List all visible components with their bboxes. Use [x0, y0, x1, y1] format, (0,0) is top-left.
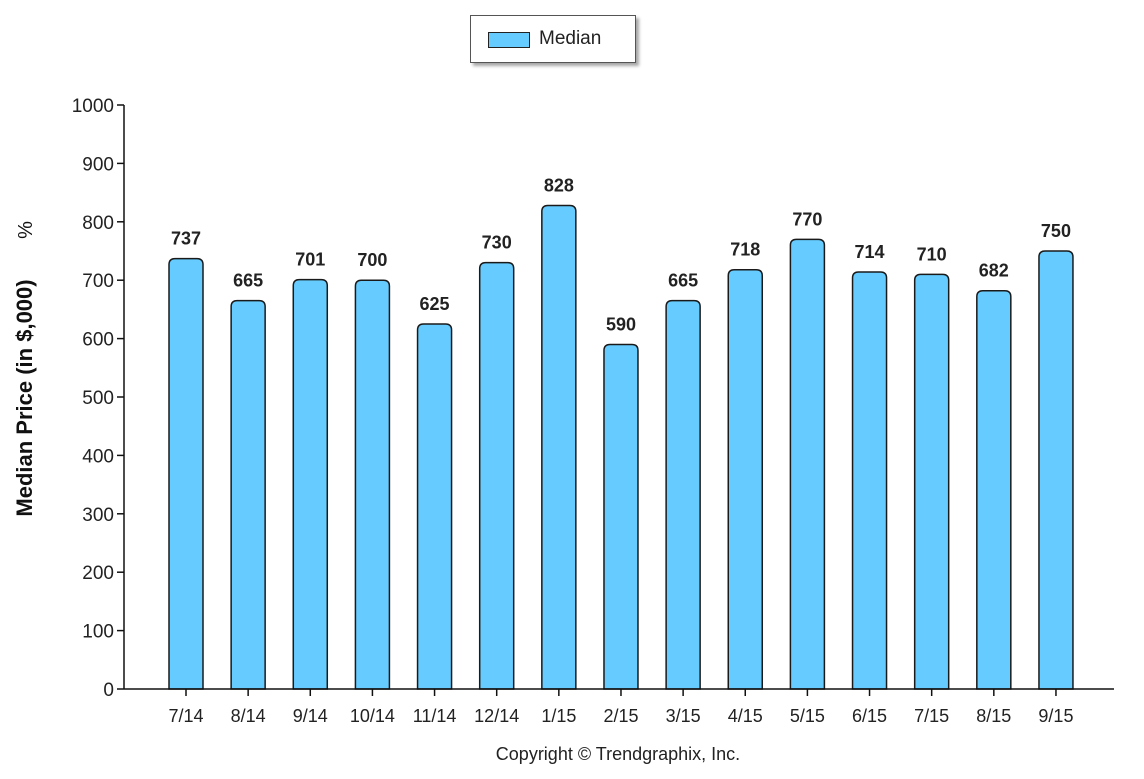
bar-value-label: 828: [544, 175, 574, 195]
bar: [913, 273, 950, 690]
bar: [603, 343, 639, 690]
bars: 737 665 701 700 625 730 828 590 665 718 770 714 710 6…: [168, 175, 1074, 690]
bar-value-label: 625: [420, 294, 450, 314]
x-tick-label: 7/14: [168, 706, 203, 726]
y-tick-label: 700: [82, 271, 114, 292]
x-tick-label: 8/15: [976, 706, 1011, 726]
bar-value-label: 701: [295, 250, 325, 270]
y-axis-title-group: Median Price (in $,000) %: [12, 221, 37, 517]
legend-swatch: [488, 32, 530, 48]
y-tick-label: 300: [82, 505, 114, 526]
bar: [976, 289, 1012, 690]
y-axis-title: Median Price (in $,000): [12, 279, 37, 516]
x-tick-label: 7/15: [914, 706, 949, 726]
bar-value-label: 665: [668, 271, 698, 291]
bar-value-label: 665: [233, 271, 263, 291]
bar-value-label: 730: [482, 233, 512, 253]
y-tick-label: 400: [82, 446, 114, 467]
y-tick-label: 0: [103, 680, 114, 701]
bar: [416, 323, 453, 690]
x-tick-label: 1/15: [541, 706, 576, 726]
x-tick-label: 9/15: [1038, 706, 1073, 726]
y-tick-label: 900: [82, 154, 114, 175]
y-tick-label: 1000: [72, 96, 114, 117]
x-axis-ticks: 7/14 8/14 9/14 10/14 11/14 12/14 1/15 2/15 3/15 4…: [168, 689, 1073, 726]
bar: [789, 238, 826, 690]
bar-value-label: 714: [855, 242, 885, 262]
bar: [851, 271, 888, 690]
y-tick-label: 100: [82, 622, 114, 643]
x-tick-label: 6/15: [852, 706, 887, 726]
bar: [1038, 250, 1074, 690]
x-tick-label: 9/14: [293, 706, 328, 726]
x-tick-label: 5/15: [790, 706, 825, 726]
bar: [478, 261, 515, 690]
bar: [292, 278, 329, 690]
y-tick-label: 500: [82, 388, 114, 409]
bar-value-label: 750: [1041, 221, 1071, 241]
bar: [727, 268, 764, 690]
bar-value-label: 718: [730, 240, 760, 260]
bar-value-label: 710: [917, 244, 947, 264]
bar-value-label: 682: [979, 261, 1009, 281]
bar: [541, 204, 577, 690]
bar: [230, 299, 266, 690]
y-axis-title-suffix: %: [15, 221, 37, 239]
y-tick-label: 600: [82, 330, 114, 351]
y-axis-ticks: 0 100 200 300 400 500 600 700 800 900 1000: [72, 96, 124, 701]
x-tick-label: 4/15: [728, 706, 763, 726]
x-tick-label: 10/14: [350, 706, 395, 726]
bar: [354, 279, 391, 690]
bar-value-label: 737: [171, 229, 201, 249]
bar-value-label: 590: [606, 314, 636, 334]
bar: [665, 299, 701, 690]
legend-label: Median: [539, 28, 602, 49]
x-tick-label: 3/15: [666, 706, 701, 726]
bar-value-label: 700: [357, 250, 387, 270]
copyright-text: Copyright © Trendgraphix, Inc.: [495, 744, 741, 764]
y-tick-label: 800: [82, 213, 114, 234]
x-tick-label: 11/14: [413, 706, 457, 726]
bar: [168, 257, 204, 690]
x-tick-label: 8/14: [231, 706, 266, 726]
legend: Median: [470, 15, 636, 63]
y-tick-label: 200: [82, 563, 114, 584]
x-tick-label: 2/15: [603, 706, 638, 726]
x-tick-label: 12/14: [474, 706, 519, 726]
bar-value-label: 770: [792, 209, 822, 229]
